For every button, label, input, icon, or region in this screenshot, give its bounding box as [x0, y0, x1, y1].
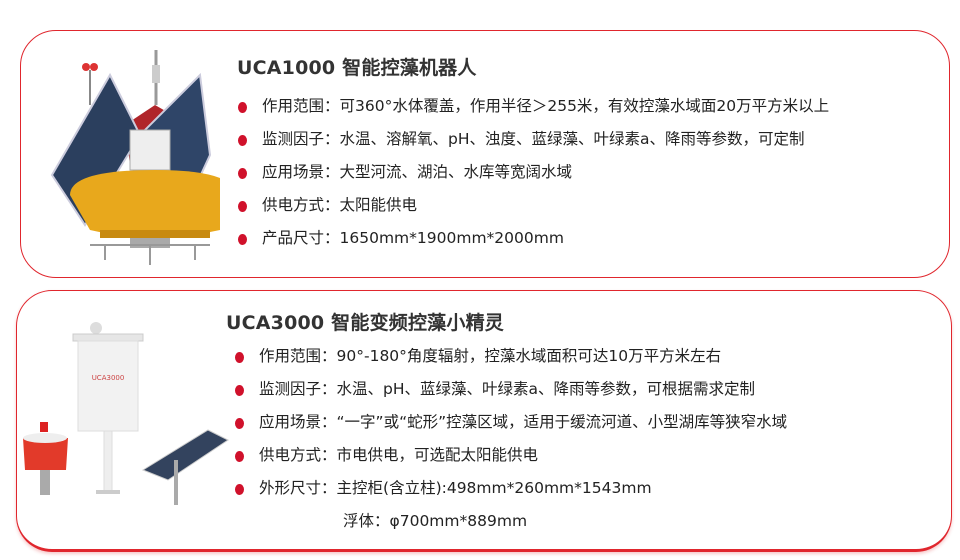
spec-item: 应用场景：大型河流、湖泊、水库等宽阔水域: [238, 156, 829, 189]
spec-value: 1650mm*1900mm*2000mm: [339, 229, 564, 247]
spec-label: 供电方式：: [262, 196, 340, 214]
bullet-icon: [238, 201, 247, 212]
spec-value: 市电供电，可选配太阳能供电: [336, 446, 539, 464]
bullet-icon: [238, 168, 247, 179]
spec-label: 应用场景：: [262, 163, 340, 181]
spec-value: 90°-180°角度辐射，控藻水域面积可达10万平方米左右: [336, 347, 722, 365]
spec-value: 水温、pH、蓝绿藻、叶绿素a、降雨等参数，可根据需求定制: [336, 380, 756, 398]
spec-value: 太阳能供电: [339, 196, 418, 214]
spec-list: 作用范围：90°-180°角度辐射，控藻水域面积可达10万平方米左右 监测因子：…: [235, 340, 788, 538]
product-title: UCA1000 智能控藻机器人: [237, 57, 477, 79]
spec-label: 应用场景：: [259, 413, 337, 431]
spec-label: 监测因子：: [259, 380, 337, 398]
spec-item: 产品尺寸：1650mm*1900mm*2000mm: [238, 222, 829, 255]
spec-item: 应用场景：“一字”或“蛇形”控藻区域，适用于缓流河道、小型湖库等狭窄水域: [235, 406, 788, 439]
control-cabinet-float-solar-panel-image: UCA3000: [23, 322, 229, 505]
solar-buoy-robot-image: [50, 50, 220, 265]
bullet-icon: [235, 451, 244, 462]
spec-value: “一字”或“蛇形”控藻区域，适用于缓流河道、小型湖库等狭窄水域: [336, 413, 788, 431]
spec-item: 外形尺寸：主控柜(含立柱):498mm*260mm*1543mm: [235, 472, 787, 505]
spec-item: 监测因子：水温、溶解氧、pH、浊度、蓝绿藻、叶绿素a、降雨等参数，可定制: [238, 123, 829, 156]
spec-label: 供电方式：: [259, 446, 337, 464]
spec-value: 主控柜(含立柱):498mm*260mm*1543mm: [336, 479, 652, 497]
spec-label: 监测因子：: [262, 130, 340, 148]
spec-label: 作用范围：: [259, 347, 337, 365]
product-card-uca3000: [16, 290, 952, 552]
spec-item: 供电方式：市电供电，可选配太阳能供电: [235, 439, 787, 472]
spec-label: 作用范围：: [262, 97, 340, 115]
spec-item: 监测因子：水温、pH、蓝绿藻、叶绿素a、降雨等参数，可根据需求定制: [235, 373, 787, 406]
bullet-icon: [238, 234, 247, 245]
bullet-icon: [235, 484, 244, 495]
bullet-icon: [235, 418, 244, 429]
spec-value: 大型河流、湖泊、水库等宽阔水域: [339, 163, 573, 181]
spec-label: 产品尺寸：: [262, 229, 340, 247]
spec-item: 供电方式：太阳能供电: [238, 189, 829, 222]
spec-item: 作用范围：90°-180°角度辐射，控藻水域面积可达10万平方米左右: [235, 340, 787, 373]
spec-item-extra: 浮体：φ700mm*889mm: [343, 512, 528, 530]
bullet-icon: [238, 135, 247, 146]
spec-value: 可360°水体覆盖，作用半径＞255米，有效控藻水域面20万平方米以上: [339, 97, 830, 115]
spec-label: 外形尺寸：: [259, 479, 337, 497]
spec-item: 作用范围：可360°水体覆盖，作用半径＞255米，有效控藻水域面20万平方米以上: [238, 90, 830, 123]
bullet-icon: [235, 385, 244, 396]
spec-value: 水温、溶解氧、pH、浊度、蓝绿藻、叶绿素a、降雨等参数，可定制: [339, 130, 805, 148]
bullet-icon: [238, 102, 247, 113]
cabinet-label: UCA3000: [92, 374, 125, 382]
product-title: UCA3000 智能变频控藻小精灵: [226, 312, 504, 334]
bullet-icon: [235, 352, 244, 363]
spec-list: 作用范围：可360°水体覆盖，作用半径＞255米，有效控藻水域面20万平方米以上…: [238, 90, 830, 255]
